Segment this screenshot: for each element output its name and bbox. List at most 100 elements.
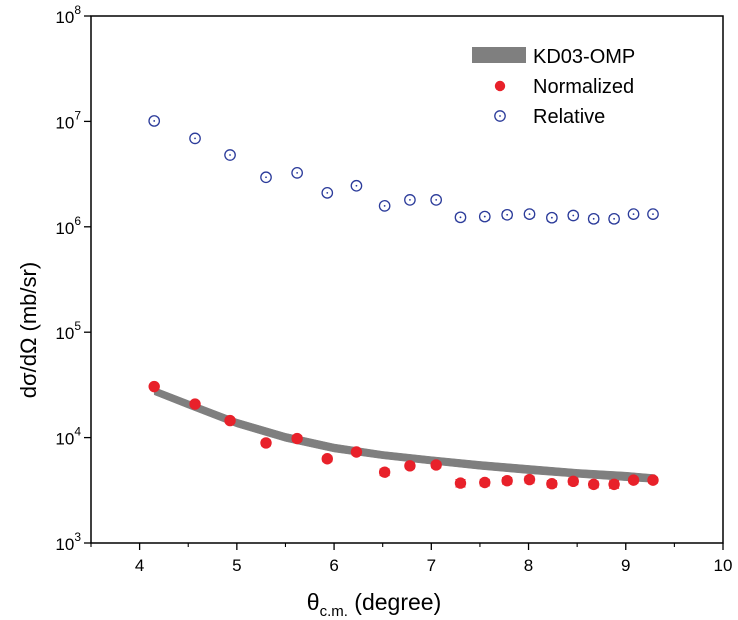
y-tick-label-base: 10 <box>55 113 74 132</box>
normalized-point <box>608 478 620 491</box>
normalized-point <box>479 476 491 489</box>
normalized-point <box>587 478 600 491</box>
relative-point <box>430 194 443 206</box>
normalized-series <box>148 380 659 491</box>
legend: KD03-OMP Normalized Relative <box>472 46 635 128</box>
normalized-point <box>501 475 513 487</box>
relative-marker-dot <box>459 216 462 219</box>
normalized-point <box>189 398 201 410</box>
relative-point <box>546 211 558 224</box>
normalized-marker <box>523 473 536 486</box>
relative-point <box>260 171 272 184</box>
relative-marker-dot <box>632 213 635 215</box>
normalized-marker <box>148 380 160 393</box>
legend-item: Normalized <box>494 76 634 98</box>
legend-label: KD03-OMP <box>533 46 635 68</box>
normalized-marker <box>260 437 272 449</box>
y-tick-label-exponent: 8 <box>74 3 81 17</box>
y-tick-label: 105 <box>55 319 81 343</box>
legend-band-swatch <box>472 47 526 63</box>
normalized-point <box>224 414 236 427</box>
relative-marker-dot <box>326 191 329 194</box>
relative-point <box>627 208 640 220</box>
relative-point <box>567 209 580 222</box>
x-tick-label: 6 <box>329 556 338 575</box>
normalized-marker <box>647 474 659 486</box>
relative-point <box>647 208 659 220</box>
y-tick-label-exponent: 7 <box>74 108 81 122</box>
relative-point <box>454 211 467 224</box>
normalized-point <box>260 437 272 449</box>
relative-marker-dot <box>296 171 299 174</box>
normalized-point <box>350 446 363 458</box>
relative-marker-dot <box>528 213 531 215</box>
normalized-marker <box>430 459 442 471</box>
normalized-point <box>454 477 467 489</box>
y-tick-label-exponent: 6 <box>74 214 81 228</box>
relative-series <box>148 115 659 225</box>
normalized-marker <box>546 478 558 490</box>
normalized-marker <box>608 478 620 491</box>
normalized-marker <box>627 474 640 486</box>
legend-item: KD03-OMP <box>472 46 635 68</box>
relative-point <box>608 212 620 225</box>
relative-marker-dot <box>506 213 509 216</box>
relative-marker-dot <box>265 176 267 179</box>
y-tick-label-exponent: 5 <box>74 319 81 333</box>
relative-point <box>291 166 303 179</box>
normalized-marker <box>378 466 391 478</box>
normalized-point <box>321 453 333 465</box>
kd03-omp-band-layer <box>153 386 656 483</box>
x-axis-label-subscript: c.m. <box>320 603 348 620</box>
normalized-point <box>378 466 391 478</box>
relative-marker-dot <box>572 214 575 217</box>
relative-point <box>501 208 513 221</box>
x-tick-label: 7 <box>427 556 436 575</box>
relative-marker-dot <box>652 213 654 215</box>
legend-label: Relative <box>533 106 605 128</box>
data-points-layer <box>148 115 659 491</box>
y-tick-label: 108 <box>55 3 81 27</box>
legend-item: Relative <box>494 106 605 128</box>
relative-point <box>189 132 201 145</box>
x-tick-label: 8 <box>524 556 533 575</box>
x-axis-label-unit: (degree) <box>348 589 441 615</box>
relative-point <box>350 179 363 192</box>
relative-point <box>587 212 600 225</box>
normalized-point <box>647 474 659 486</box>
legend-filled-marker <box>494 80 506 92</box>
normalized-point <box>627 474 640 486</box>
plot-frame <box>90 15 724 544</box>
normalized-marker <box>501 475 513 487</box>
normalized-marker <box>224 414 236 427</box>
normalized-marker <box>291 432 303 445</box>
y-tick-label: 107 <box>55 108 81 132</box>
normalized-point <box>567 475 579 487</box>
y-tick-label-base: 10 <box>55 535 74 554</box>
y-tick-label-exponent: 3 <box>74 530 81 544</box>
normalized-marker <box>567 475 579 487</box>
relative-marker-dot <box>435 198 438 201</box>
relative-marker-dot <box>409 198 411 201</box>
normalized-marker <box>404 460 416 472</box>
relative-point <box>523 208 536 220</box>
relative-marker-dot <box>592 217 595 220</box>
legend-open-marker-dot <box>499 115 501 117</box>
y-tick-label-base: 10 <box>55 219 74 238</box>
relative-marker-dot <box>194 137 196 140</box>
x-tick-label: 5 <box>232 556 241 575</box>
x-axis-label: θc.m. (degree) <box>307 589 441 620</box>
y-tick-label-base: 10 <box>55 430 74 449</box>
y-tick-label-exponent: 4 <box>74 425 81 439</box>
relative-marker-dot <box>613 217 616 220</box>
x-tick-label: 9 <box>621 556 630 575</box>
relative-marker-dot <box>550 216 553 219</box>
y-tick-label: 103 <box>55 530 81 554</box>
normalized-point <box>291 432 303 445</box>
kd03-omp-band <box>153 386 656 483</box>
normalized-marker <box>189 398 201 410</box>
legend-label: Normalized <box>533 76 634 98</box>
relative-point <box>321 186 334 199</box>
x-axis-label-symbol: θ <box>307 589 320 615</box>
